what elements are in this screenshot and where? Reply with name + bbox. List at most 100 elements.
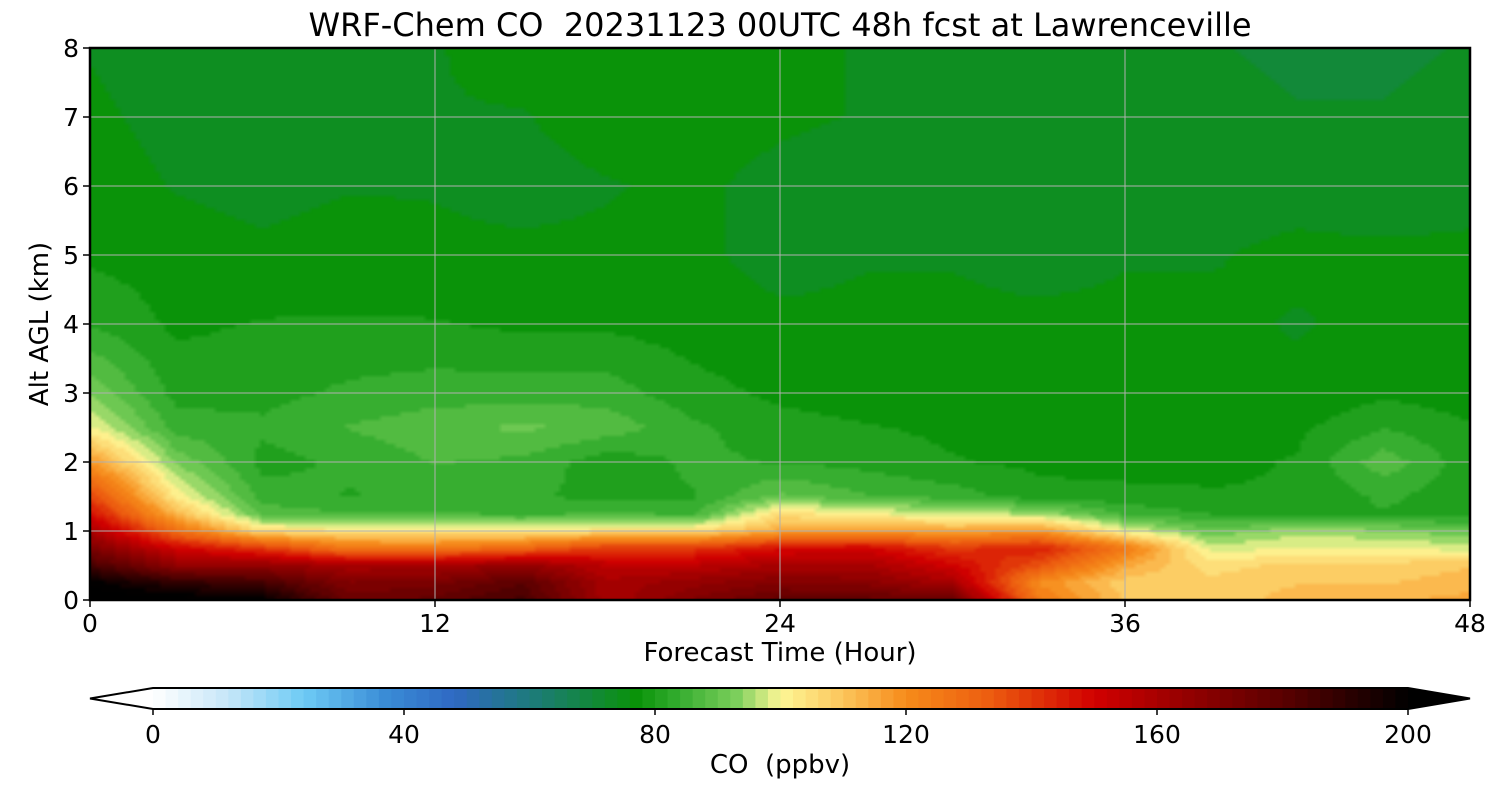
colorbar-segment xyxy=(178,688,192,709)
colorbar-segment xyxy=(667,688,681,709)
colorbar-tick-label: 160 xyxy=(1133,720,1181,749)
colorbar-segment xyxy=(1295,688,1309,709)
colorbar-segment xyxy=(642,688,656,709)
x-axis-label: Forecast Time (Hour) xyxy=(643,638,917,668)
colorbar-segment xyxy=(1144,688,1158,709)
colorbar-segment xyxy=(491,688,505,709)
x-tick-label: 36 xyxy=(1109,609,1141,638)
colorbar-tick-label: 80 xyxy=(639,720,671,749)
colorbar-segment xyxy=(705,688,719,709)
colorbar-segment xyxy=(1006,688,1020,709)
colorbar-segment xyxy=(567,688,581,709)
colorbar-tick-label: 120 xyxy=(882,720,930,749)
y-tick-label: 5 xyxy=(63,241,79,270)
colorbar-segment xyxy=(918,688,932,709)
colorbar-segment xyxy=(818,688,832,709)
colorbar-segment xyxy=(1282,688,1296,709)
colorbar-segment xyxy=(190,688,204,709)
colorbar-tick-label: 200 xyxy=(1384,720,1432,749)
colorbar-segment xyxy=(579,688,593,709)
colorbar-segment xyxy=(780,688,794,709)
colorbar-segment xyxy=(1169,688,1183,709)
colorbar-segment xyxy=(228,688,242,709)
colorbar-segment xyxy=(981,688,995,709)
colorbar-segment xyxy=(767,688,782,709)
colorbar-segment xyxy=(931,688,945,709)
colorbar-label: CO (ppbv) xyxy=(709,750,851,780)
colorbar-segment xyxy=(843,688,857,709)
colorbar-segment xyxy=(1395,688,1409,709)
colorbar-segment xyxy=(479,688,493,709)
colorbar-segment xyxy=(692,688,706,709)
x-tick-label: 24 xyxy=(764,609,796,638)
colorbar-segment xyxy=(416,688,430,709)
colorbar-segment xyxy=(1157,688,1171,709)
colorbar-segment xyxy=(629,688,644,709)
colorbar-segment xyxy=(1244,688,1258,709)
colorbar-segment xyxy=(755,688,769,709)
gridlines xyxy=(90,48,1470,600)
y-tick-label: 7 xyxy=(63,103,79,132)
y-tick-label: 6 xyxy=(63,172,79,201)
colorbar-segment xyxy=(880,688,895,709)
colorbar-segment xyxy=(1069,688,1083,709)
colorbar-segment xyxy=(353,688,367,709)
colorbar-segment xyxy=(429,688,443,709)
colorbar-segment xyxy=(855,688,869,709)
colorbar-segment xyxy=(1106,688,1120,709)
colorbar-segment xyxy=(165,688,179,709)
colorbar-segment xyxy=(1257,688,1271,709)
y-tick-label: 1 xyxy=(63,517,79,546)
colorbar-segment xyxy=(1094,688,1108,709)
colorbar-segment xyxy=(906,688,920,709)
colorbar-segment xyxy=(153,688,167,709)
colorbar-segment xyxy=(617,688,631,709)
x-tick-label: 48 xyxy=(1454,609,1486,638)
colorbar-segment xyxy=(592,688,606,709)
colorbar-segment xyxy=(1056,688,1070,709)
x-tick-label: 12 xyxy=(419,609,451,638)
colorbar-tick-label: 0 xyxy=(145,720,161,749)
colorbar-segment xyxy=(1370,688,1384,709)
colorbar-segment xyxy=(1194,688,1208,709)
colorbar-segment xyxy=(341,688,355,709)
colorbar-segment xyxy=(554,688,568,709)
y-tick-label: 2 xyxy=(63,448,79,477)
colorbar-segment xyxy=(604,688,618,709)
colorbar-segment xyxy=(404,688,418,709)
colorbar-segment xyxy=(291,688,305,709)
colorbar-segment xyxy=(1345,688,1359,709)
colorbar-segment xyxy=(717,688,731,709)
colorbar-segment xyxy=(516,688,531,709)
colorbar-segment xyxy=(1182,688,1196,709)
colorbar-segment xyxy=(1320,688,1334,709)
colorbar-segment xyxy=(1031,688,1045,709)
colorbar-segment xyxy=(1269,688,1284,709)
colorbar-segment xyxy=(1332,688,1346,709)
colorbar-segment xyxy=(805,688,819,709)
colorbar-segment xyxy=(328,688,342,709)
colorbar-segment xyxy=(542,688,556,709)
colorbar-segment xyxy=(893,688,907,709)
colorbar-segment xyxy=(215,688,229,709)
colorbar-segment xyxy=(391,688,405,709)
colorbar-extend-high xyxy=(1408,688,1470,709)
colorbar-segment xyxy=(956,688,970,709)
colorbar-segment xyxy=(968,688,982,709)
colorbar-segment xyxy=(793,688,807,709)
colorbar-segment xyxy=(868,688,882,709)
colorbar-segment xyxy=(1044,688,1058,709)
colorbar-segment xyxy=(655,688,669,709)
colorbar-segment xyxy=(466,688,480,709)
y-tick-label: 0 xyxy=(63,586,79,615)
y-tick-label: 4 xyxy=(63,310,79,339)
colorbar-segment xyxy=(830,688,844,709)
colorbar-segment xyxy=(1081,688,1095,709)
colorbar-segment xyxy=(441,688,455,709)
colorbar-segment xyxy=(366,688,380,709)
colorbar-extend-low xyxy=(90,688,153,709)
colorbar-segment xyxy=(680,688,694,709)
colorbar-segment xyxy=(240,688,254,709)
colorbar-segment xyxy=(265,688,280,709)
